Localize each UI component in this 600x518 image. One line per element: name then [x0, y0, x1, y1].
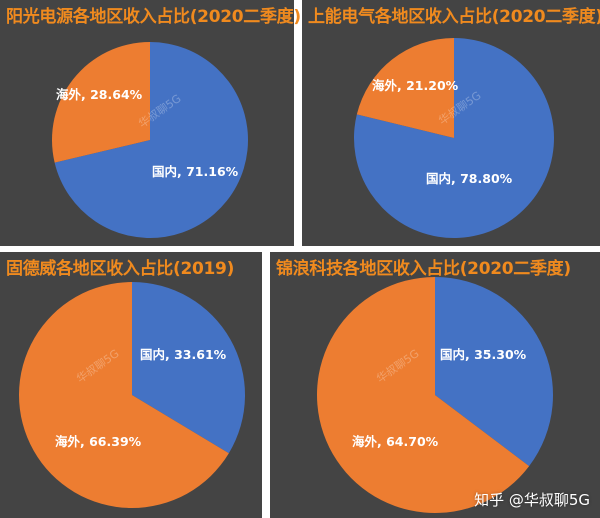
chart-panel-sineng: 上能电气各地区收入占比(2020二季度) 华叔聊5G 国内, 78.80% 海外, … [302, 0, 600, 246]
chart-title: 阳光电源各地区收入占比(2020二季度) [6, 7, 301, 27]
domestic-slice [54, 42, 248, 239]
overseas-slice [51, 42, 150, 163]
chart-panel-goodwe: 固德威各地区收入占比(2019) 华叔聊5G 国内, 33.61% 海外, 66.3… [0, 252, 262, 518]
pie-chart: 华叔聊5G 国内, 35.30%海外, 64.70% [317, 277, 553, 513]
domestic-slice [435, 277, 553, 467]
overseas-slice [317, 277, 530, 513]
footer-credit: 知乎 @华叔聊5G [474, 491, 590, 509]
chart-title: 上能电气各地区收入占比(2020二季度) [308, 7, 600, 27]
overseas-slice [18, 282, 229, 508]
chart-panel-sungrow: 阳光电源各地区收入占比(2020二季度) 华叔聊5G 国内, 71.16% 海外, … [0, 0, 301, 246]
domestic-slice-label: 国内, 71.16% [152, 164, 239, 179]
chart-title: 锦浪科技各地区收入占比(2020二季度) [276, 259, 571, 279]
overseas-slice-label: 海外, 66.39% [55, 434, 142, 449]
overseas-slice-label: 海外, 21.20% [372, 78, 459, 93]
chart-title: 固德威各地区收入占比(2019) [6, 259, 235, 279]
chart-panel-ginlong: 锦浪科技各地区收入占比(2020二季度) 华叔聊5G 国内, 35.30% 海外, … [270, 252, 600, 518]
domestic-slice-label: 国内, 35.30% [440, 347, 527, 362]
domestic-slice-label: 国内, 78.80% [426, 171, 513, 186]
overseas-slice [356, 38, 454, 138]
domestic-slice-label: 国内, 33.61% [140, 347, 227, 362]
overseas-slice-label: 海外, 64.70% [352, 434, 439, 449]
domestic-slice [132, 282, 245, 454]
pie-chart: 华叔聊5G 国内, 33.61%海外, 66.39% [18, 282, 245, 508]
overseas-slice-label: 海外, 28.64% [56, 87, 143, 102]
